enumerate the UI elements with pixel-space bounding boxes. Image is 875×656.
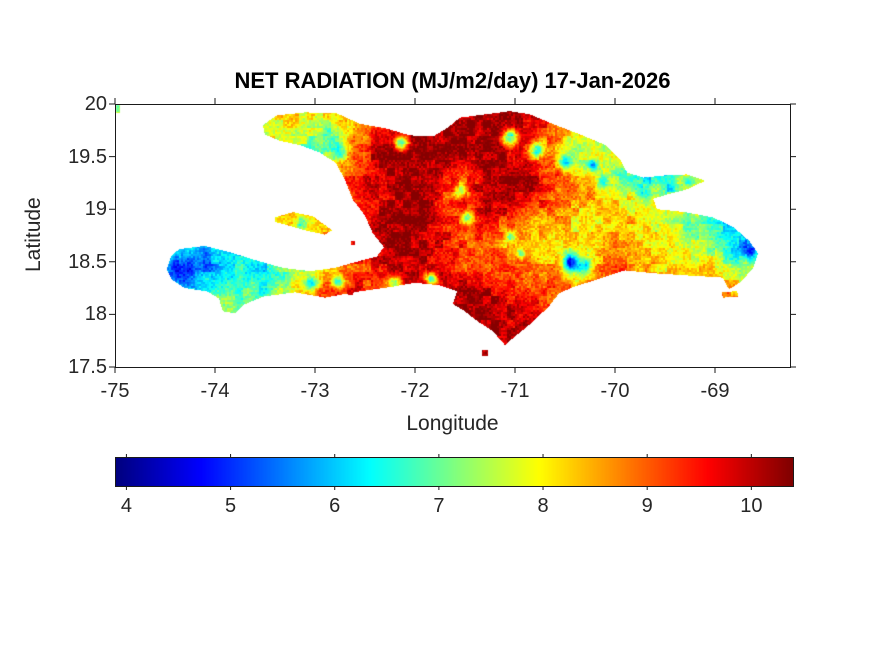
colorbar-tick-label: 6 — [329, 495, 341, 517]
map-canvas — [115, 104, 790, 367]
colorbar-tick-label: 9 — [641, 495, 653, 517]
colorbar-tick-label: 5 — [225, 495, 237, 517]
x-axis-label: Longitude — [406, 412, 499, 435]
x-tick-label: -72 — [400, 380, 430, 402]
y-tick-label: 20 — [84, 93, 107, 115]
x-tick-label: -74 — [200, 380, 230, 402]
colorbar-tick-label: 4 — [120, 495, 132, 517]
y-tick-label: 18 — [84, 303, 107, 326]
axes-frame — [115, 104, 791, 368]
x-tick-label: -75 — [100, 380, 130, 402]
x-tick-label: -71 — [500, 380, 530, 402]
colorbar-tick-label: 10 — [740, 495, 763, 517]
x-tick-label: -70 — [600, 380, 630, 402]
plot-title: NET RADIATION (MJ/m2/day) 17-Jan-2026 — [234, 68, 671, 93]
colorbar-tick-label: 7 — [433, 495, 445, 517]
x-tick-label: -73 — [300, 380, 330, 402]
y-tick-label: 19.5 — [68, 145, 107, 168]
colorbar-canvas — [115, 457, 794, 487]
y-tick-label: 17.5 — [68, 356, 107, 378]
x-tick-label: -69 — [700, 380, 730, 402]
colorbar-tick-label: 8 — [537, 495, 549, 517]
y-tick-label: 19 — [84, 198, 107, 221]
y-tick-label: 18.5 — [68, 250, 107, 273]
